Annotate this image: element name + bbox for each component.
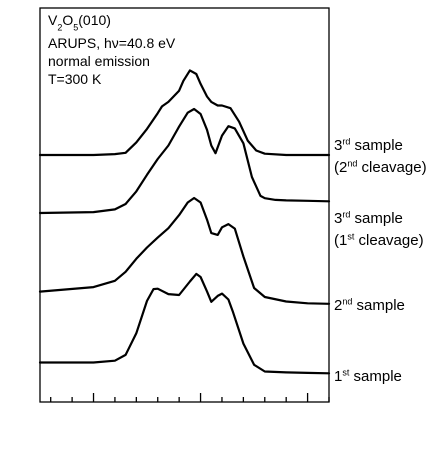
series-label-2-line-1: 2nd sample xyxy=(334,296,405,314)
series-label-3-line-2: (1st cleavage) xyxy=(334,231,424,249)
annotation-line-3: normal emission xyxy=(48,53,150,69)
spectrum-line-3 xyxy=(38,107,331,215)
series-label-4-line-2: (2nd cleavage) xyxy=(334,158,427,176)
annotation-line-2: ARUPS, hν=40.8 eV xyxy=(48,35,176,51)
spectrum-line-4 xyxy=(38,69,331,157)
plot-frame xyxy=(39,7,330,403)
series-label-4-line-1: 3rd sample xyxy=(334,136,403,154)
series-label-3-line-1: 3rd sample xyxy=(334,209,403,227)
series-label-1-line-1: 1st sample xyxy=(334,367,402,385)
spectrum-line-2 xyxy=(38,196,331,305)
annotation-line-1: V2O5(010) xyxy=(48,12,111,32)
spectrum-line-1 xyxy=(38,272,331,375)
annotation-line-4: T=300 K xyxy=(48,71,102,87)
